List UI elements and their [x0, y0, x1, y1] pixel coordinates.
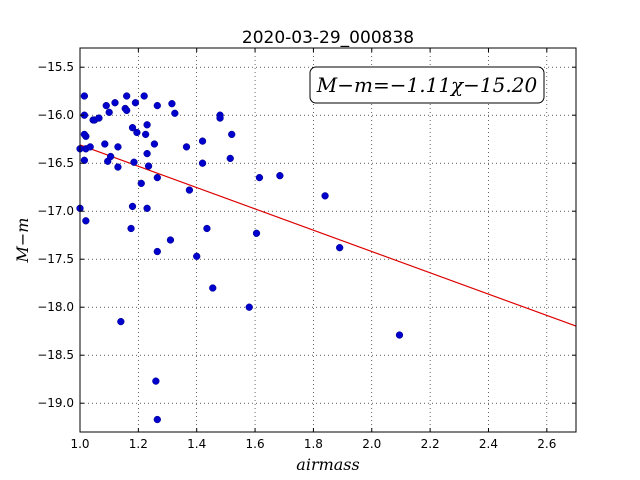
y-tick-label: −18.5 [37, 348, 74, 362]
data-point [80, 92, 89, 100]
y-tick-label: −17.5 [37, 252, 74, 266]
data-point [185, 186, 194, 194]
y-tick-label: −16.0 [37, 108, 74, 122]
data-point [143, 121, 151, 129]
x-tick-label: 1.4 [187, 437, 206, 451]
y-tick-label: −18.0 [37, 300, 74, 314]
data-point [395, 331, 404, 339]
annotation-frame [309, 66, 545, 104]
x-tick-label: 2.6 [537, 437, 556, 451]
data-point [143, 149, 151, 158]
data-point [245, 303, 253, 311]
x-tick-label: 2.4 [479, 437, 498, 451]
y-tick-label: −19.0 [37, 396, 74, 410]
data-point [228, 130, 236, 139]
data-point [209, 284, 217, 292]
x-tick-label: 1.0 [70, 437, 89, 451]
data-point [114, 143, 122, 151]
data-point [198, 159, 207, 167]
data-point [95, 114, 103, 122]
y-tick-label: −17.0 [37, 204, 74, 218]
data-point [153, 173, 161, 182]
x-tick-label: 1.2 [129, 437, 148, 451]
data-point [114, 163, 122, 171]
data-point [82, 217, 90, 225]
data-point [143, 204, 151, 212]
data-point [111, 99, 119, 107]
data-point [153, 101, 161, 110]
data-point [193, 252, 201, 260]
data-point [141, 130, 150, 139]
x-tick-label: 1.6 [246, 437, 265, 451]
data-point [153, 247, 161, 256]
data-point [117, 317, 125, 326]
x-tick-label: 2.0 [362, 437, 381, 451]
x-tick-label: 2.2 [421, 437, 440, 451]
data-point [80, 156, 89, 164]
data-point [216, 114, 224, 122]
y-tick-label: −16.5 [37, 156, 74, 170]
data-point [128, 202, 137, 211]
data-point [137, 179, 145, 188]
data-point [276, 172, 284, 180]
data-point [128, 124, 137, 132]
x-tick-label: 1.8 [304, 437, 323, 451]
data-point [140, 92, 148, 100]
data-point [255, 173, 264, 182]
data-point [105, 108, 113, 116]
data-point [166, 236, 175, 244]
fit-line-layer [79, 144, 577, 327]
data-point [101, 140, 109, 148]
chart-title: 2020-03-29_000838 [242, 28, 414, 48]
data-point [106, 152, 115, 161]
data-point [123, 106, 131, 115]
y-axis-label: M−m [13, 218, 32, 264]
data-points [76, 92, 404, 424]
data-point [336, 244, 344, 252]
annotation-box: M−m=−1.11χ−15.20 [309, 66, 545, 104]
data-point [171, 109, 179, 117]
data-point [153, 415, 161, 424]
data-point [130, 158, 138, 166]
data-point [131, 99, 140, 107]
data-point [86, 143, 94, 151]
data-point [168, 100, 176, 108]
y-tick-label: −15.5 [37, 60, 74, 74]
plot-frame [79, 47, 577, 433]
x-axis-label: airmass [296, 455, 359, 474]
data-point [226, 154, 234, 163]
data-point [127, 224, 135, 233]
data-point [102, 101, 110, 110]
data-point [80, 130, 89, 139]
data-point [133, 128, 141, 137]
data-point [150, 140, 159, 148]
data-point [198, 137, 207, 145]
fit-line [79, 144, 577, 327]
axis-ticks: 1.0 1.2 1.4 1.6 1.8 2.0 2.2 2.4 2.6 −15.5 −16.0 −16… [37, 48, 576, 451]
data-point [252, 229, 261, 237]
data-point [152, 377, 160, 385]
data-point [123, 92, 131, 100]
data-point [203, 224, 211, 233]
data-point [182, 143, 191, 151]
data-point [144, 162, 153, 170]
fit-equation: M−m=−1.11χ−15.20 [316, 73, 538, 97]
data-point [321, 192, 329, 200]
